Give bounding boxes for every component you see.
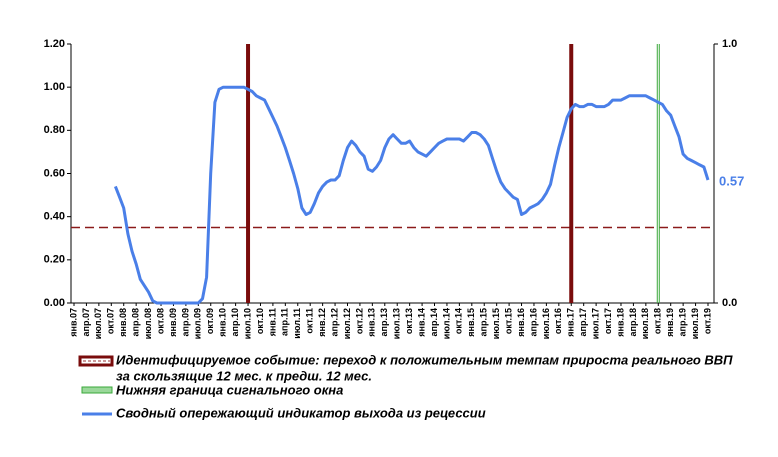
legend-swatch-event <box>78 355 114 367</box>
legend-label: за скользящие 12 мес. к предш. 12 мес. <box>116 368 372 383</box>
x-tick-label: июл.10 <box>242 308 252 339</box>
x-tick-label: апр.12 <box>329 308 339 336</box>
x-tick-label: окт.11 <box>305 308 315 334</box>
y-tick-label: 0.00 <box>44 297 65 309</box>
x-tick-label: апр.13 <box>379 308 389 336</box>
x-tick-label: янв.19 <box>665 308 675 337</box>
x-tick-label: янв.14 <box>416 308 426 337</box>
x-tick-label: июл.18 <box>640 308 650 339</box>
x-tick-label: окт.08 <box>155 308 165 334</box>
x-tick-label: янв.10 <box>218 308 228 337</box>
x-tick-label: июл.14 <box>441 308 451 339</box>
x-tick-label: окт.12 <box>354 308 364 334</box>
legend-label: Идентифицируемое событие: переход к поло… <box>116 352 733 367</box>
x-tick-label: окт.17 <box>603 308 613 334</box>
x-tick-label: июл.09 <box>193 308 203 339</box>
x-tick-label: окт.13 <box>404 308 414 334</box>
x-tick-label: апр.10 <box>230 308 240 336</box>
x-tick-label: июл.11 <box>292 308 302 339</box>
x-tick-label: апр.07 <box>81 308 91 336</box>
x-tick-label: окт.19 <box>702 308 712 334</box>
x-tick-label: апр.16 <box>528 308 538 336</box>
x-tick-label: окт.07 <box>106 308 116 334</box>
y2-tick-label: 0.0 <box>722 297 737 309</box>
y-tick-label: 0.40 <box>44 211 65 223</box>
x-tick-label: апр.09 <box>180 308 190 336</box>
x-tick-label: июл.13 <box>392 308 402 339</box>
x-tick-label: апр.08 <box>131 308 141 336</box>
legend-label: Нижняя граница сигнального окна <box>116 382 343 397</box>
x-tick-label: июл.08 <box>143 308 153 339</box>
x-tick-label: янв.07 <box>68 308 78 337</box>
x-tick-label: окт.18 <box>653 308 663 334</box>
x-tick-label: июл.07 <box>93 308 103 339</box>
x-tick-label: янв.11 <box>267 308 277 336</box>
series-line <box>114 85 710 305</box>
legend-label: Сводный опережающий индикатор выхода из … <box>116 405 486 420</box>
x-tick-label: июл.12 <box>342 308 352 339</box>
x-tick-label: янв.15 <box>466 308 476 337</box>
y-tick-label: 0.80 <box>44 124 65 136</box>
x-tick-label: апр.18 <box>628 308 638 336</box>
y-tick-label: 0.20 <box>44 254 65 266</box>
x-tick-label: июл.16 <box>541 308 551 339</box>
end-value-label: 0.57 <box>719 173 744 188</box>
y-tick-label: 1.20 <box>44 38 65 50</box>
x-tick-label: янв.17 <box>566 308 576 337</box>
x-tick-label: июл.15 <box>491 308 501 339</box>
x-tick-label: окт.14 <box>454 308 464 334</box>
x-tick-label: окт.10 <box>255 308 265 334</box>
x-tick-label: янв.12 <box>317 308 327 337</box>
legend-swatch-window <box>81 386 113 394</box>
x-tick-label: июл.17 <box>590 308 600 339</box>
x-tick-label: янв.16 <box>516 308 526 337</box>
x-tick-label: апр.11 <box>280 308 290 336</box>
x-tick-label: окт.16 <box>553 308 563 334</box>
x-tick-label: янв.09 <box>168 308 178 337</box>
x-tick-label: апр.15 <box>479 308 489 336</box>
y2-tick-label: 1.0 <box>722 38 737 50</box>
y-tick-label: 1.00 <box>44 81 65 93</box>
x-tick-label: окт.15 <box>503 308 513 334</box>
x-tick-label: апр.17 <box>578 308 588 336</box>
x-tick-label: янв.08 <box>118 308 128 337</box>
x-tick-label: апр.14 <box>429 308 439 336</box>
x-tick-label: апр.19 <box>678 308 688 336</box>
y-tick-label: 0.60 <box>44 167 65 179</box>
x-tick-label: янв.13 <box>367 308 377 337</box>
x-tick-label: янв.18 <box>615 308 625 337</box>
x-tick-label: окт.09 <box>205 308 215 334</box>
x-tick-label: июл.19 <box>690 308 700 339</box>
